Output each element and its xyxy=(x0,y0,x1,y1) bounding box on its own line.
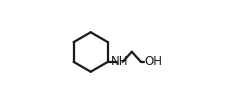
Text: NH: NH xyxy=(110,55,128,68)
Text: OH: OH xyxy=(144,55,162,68)
